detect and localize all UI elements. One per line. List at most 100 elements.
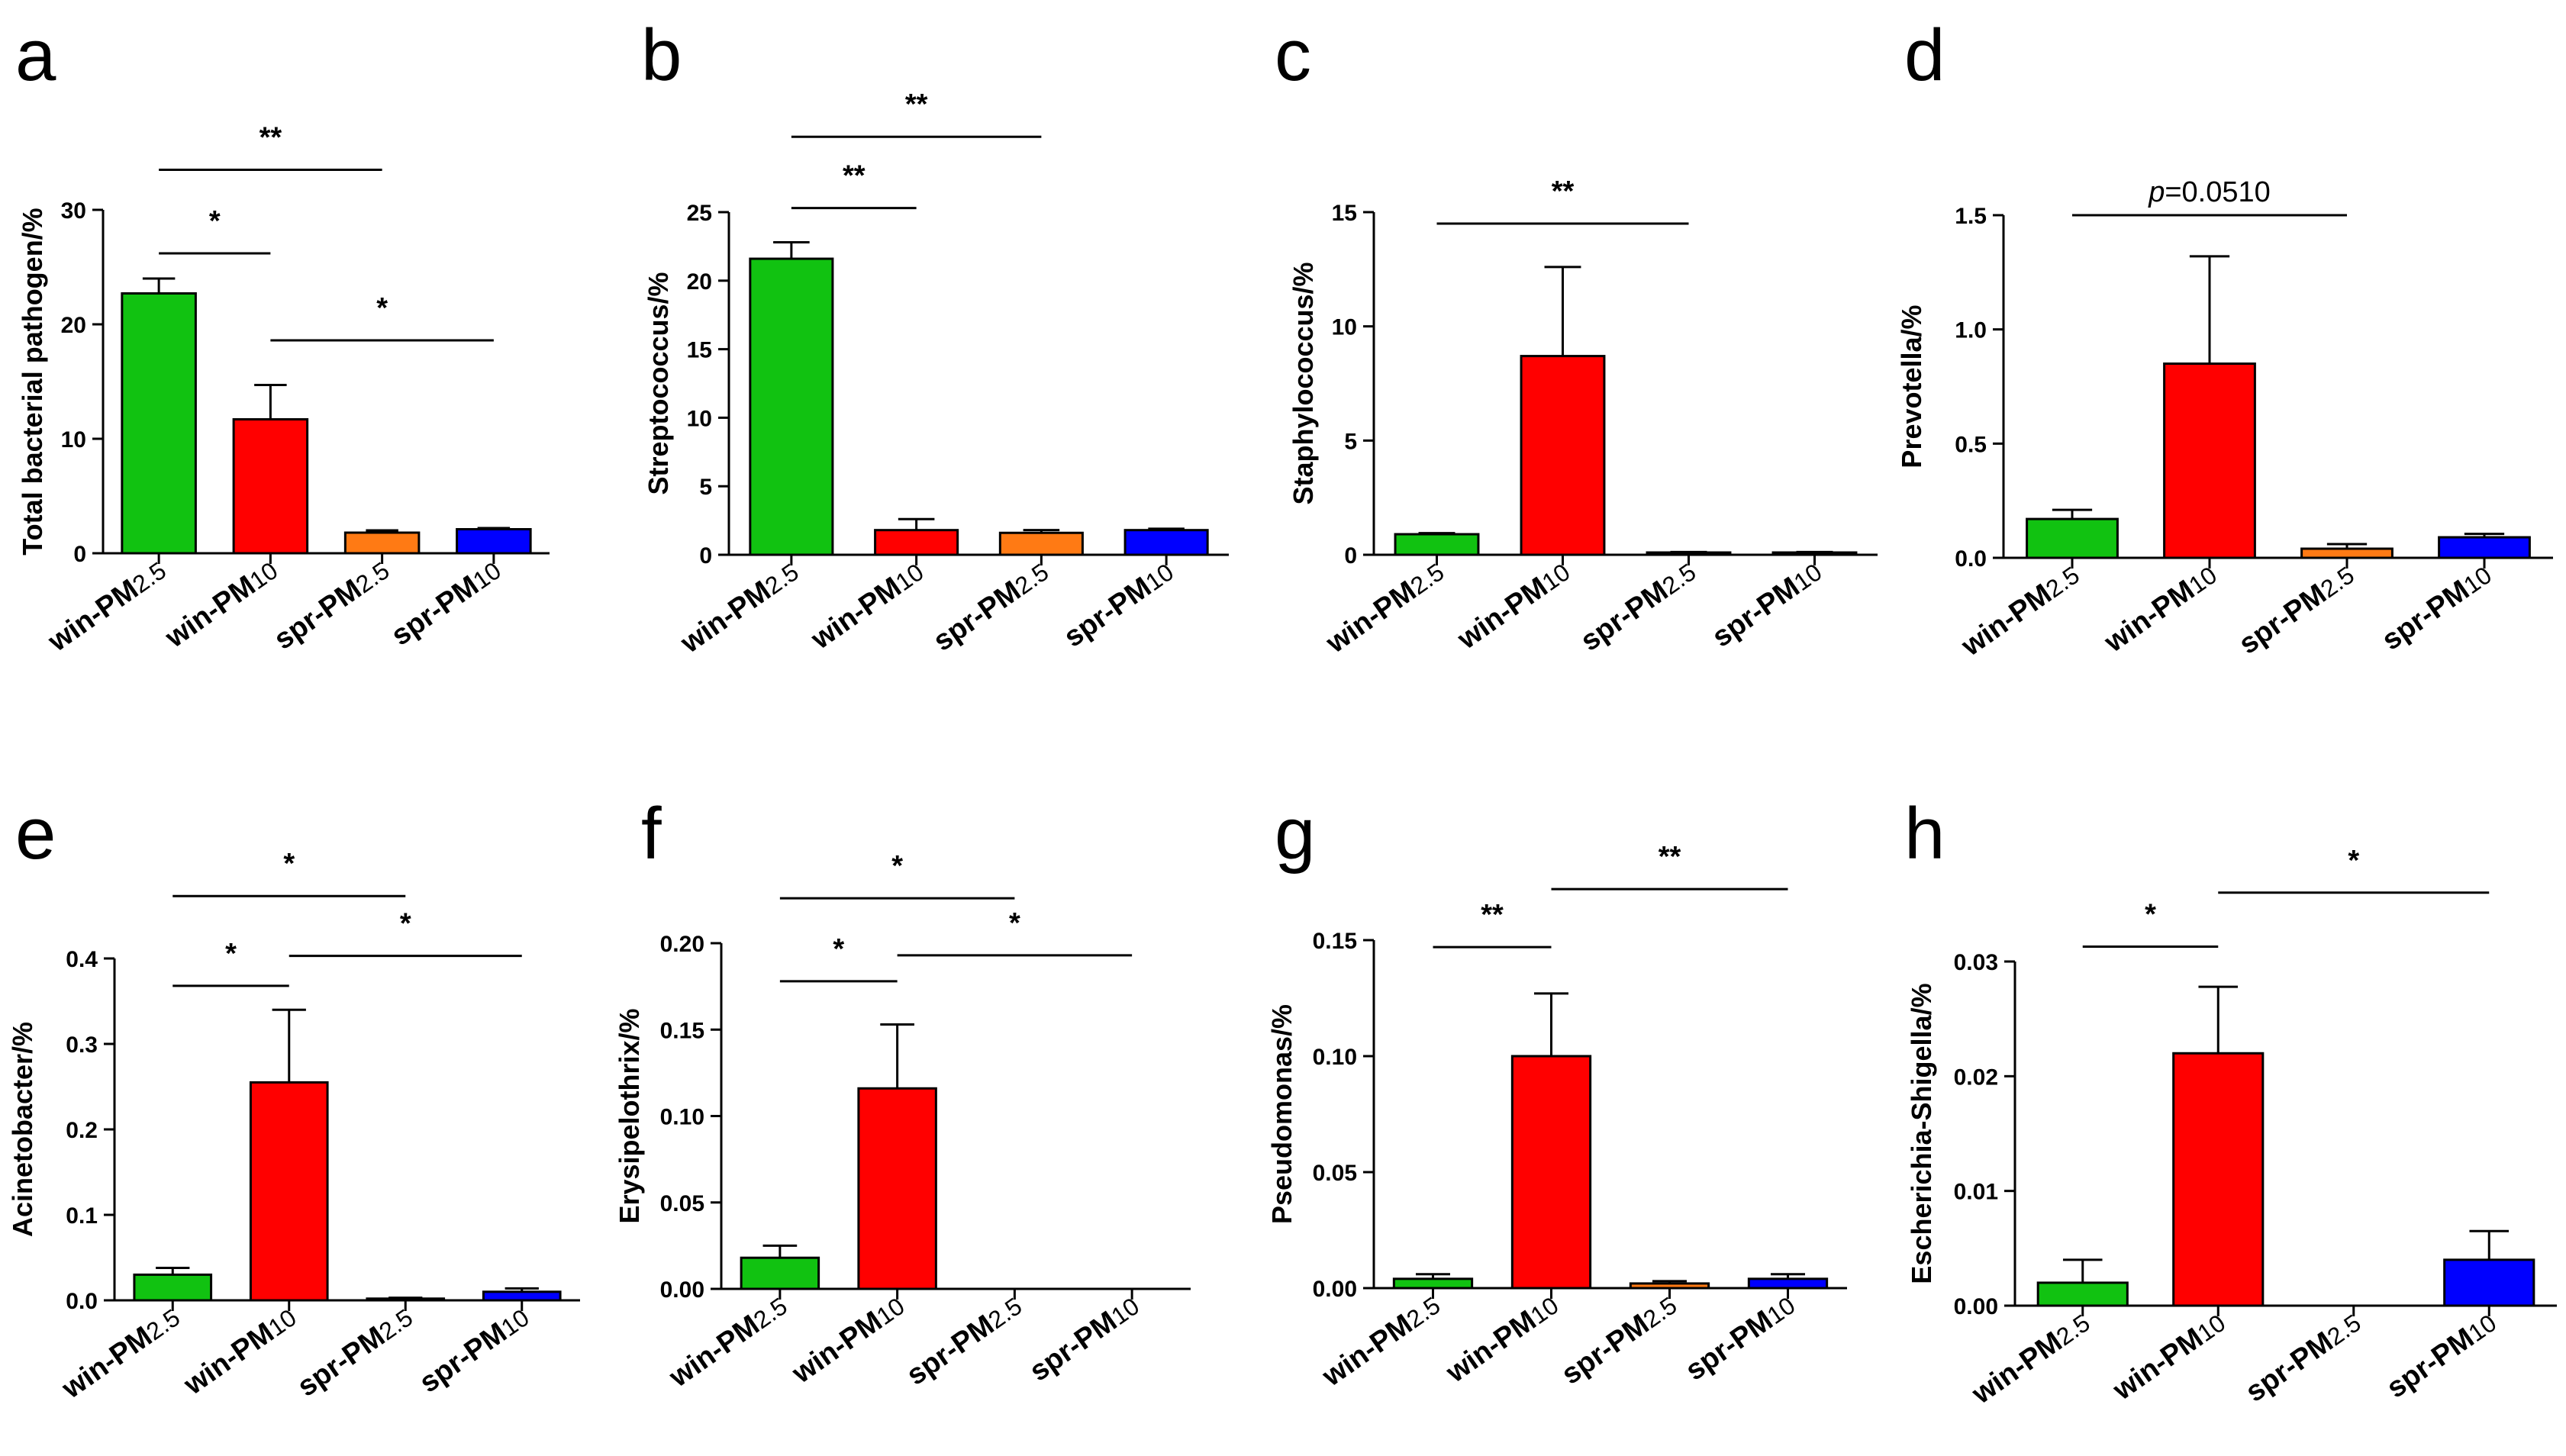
category-label: win-PM2.5 <box>1955 559 2085 663</box>
category-label: spr-PM2.5 <box>2240 1306 2367 1409</box>
y-tick-label: 15 <box>1332 201 1357 226</box>
bar-2 <box>1520 355 1606 556</box>
y-tick-label: 15 <box>687 338 712 363</box>
y-tick-label: 0.15 <box>1313 929 1357 954</box>
y-axis-title: Staphylococcus/% <box>1288 262 1319 504</box>
y-tick-label: 0.1 <box>66 1203 98 1229</box>
y-tick-label: 20 <box>687 269 712 295</box>
bar-4 <box>456 528 532 555</box>
category-prefix: spr-PM <box>1024 1305 1123 1387</box>
category-prefix: spr-PM <box>928 575 1027 657</box>
category-label: spr-PM2.5 <box>2233 559 2360 661</box>
category-label: win-PM10 <box>2107 1306 2231 1407</box>
panel-letter: a <box>15 14 56 96</box>
y-tick-label: 0.3 <box>66 1032 98 1058</box>
y-axis-title: Acinetobacter/% <box>7 1022 38 1237</box>
category-prefix: win-PM <box>663 1309 766 1393</box>
category-prefix: spr-PM <box>414 1316 513 1399</box>
panel-d: d 0.0 0.5 1.0 1.5 Prevotella/% win-PM2.5 win-PM… <box>1896 14 2553 663</box>
category-label: win-PM10 <box>1440 1289 1565 1390</box>
category-prefix: spr-PM <box>2233 578 2332 660</box>
y-tick-label: 0.10 <box>1313 1045 1357 1070</box>
p-value: =0.0510 <box>2165 176 2270 208</box>
y-tick-label: 0.05 <box>1313 1161 1357 1186</box>
category-prefix: win-PM <box>2107 1322 2209 1406</box>
category-label: spr-PM10 <box>1707 556 1828 654</box>
y-tick-label: 0.4 <box>66 947 98 972</box>
category-prefix: win-PM <box>1966 1326 2068 1410</box>
category-label: win-PM10 <box>786 1290 911 1390</box>
category-prefix: spr-PM <box>901 1309 1001 1391</box>
y-tick-label: 0.05 <box>660 1191 704 1216</box>
category-label: win-PM2.5 <box>42 554 172 659</box>
category-prefix: spr-PM <box>2381 1322 2481 1404</box>
category-prefix: spr-PM <box>2376 574 2475 656</box>
category-prefix: spr-PM <box>1556 1308 1655 1390</box>
y-tick-label: 10 <box>61 427 86 453</box>
bar-1 <box>740 1256 820 1290</box>
category-prefix: win-PM <box>1452 571 1554 656</box>
y-axis-title: Prevotella/% <box>1896 304 1927 468</box>
significance-label: ** <box>1481 899 1504 931</box>
panel-letter: e <box>15 793 56 875</box>
category-prefix: spr-PM <box>292 1320 391 1403</box>
category-label: spr-PM10 <box>385 554 507 652</box>
y-tick-label: 10 <box>1332 315 1357 340</box>
y-tick-label: 0.01 <box>1954 1180 1998 1205</box>
y-tick-label: 0.2 <box>66 1118 98 1143</box>
significance-label: ** <box>1552 176 1575 208</box>
y-tick-label: 0.00 <box>1313 1277 1357 1302</box>
y-tick-label: 25 <box>687 201 712 226</box>
panel-letter: b <box>641 14 682 96</box>
y-tick-label: 20 <box>61 313 86 338</box>
category-prefix: win-PM <box>1316 1308 1418 1393</box>
category-prefix: win-PM <box>42 573 144 658</box>
panel-c: c 0 5 10 15 Staphylococcus/% win-PM2.5 win-PM10… <box>1275 14 1878 660</box>
significance-label: * <box>400 908 411 940</box>
category-prefix: spr-PM <box>269 573 368 656</box>
bar-4 <box>1747 1277 1829 1290</box>
significance-label: * <box>2145 898 2156 930</box>
significance-label: * <box>2348 845 2359 877</box>
category-label: win-PM10 <box>2098 559 2223 659</box>
y-tick-label: 0.00 <box>660 1277 704 1303</box>
y-tick-label: 10 <box>687 406 712 431</box>
category-prefix: win-PM <box>786 1305 888 1390</box>
bar-4 <box>482 1290 562 1302</box>
category-label: win-PM10 <box>805 556 930 656</box>
significance-label: p=0.0510 <box>2148 176 2271 208</box>
significance-label: * <box>376 292 388 324</box>
category-prefix: win-PM <box>56 1320 158 1405</box>
y-axis-title: Streptococcus/% <box>643 272 674 494</box>
y-tick-label: 0.15 <box>660 1018 704 1043</box>
category-label: spr-PM10 <box>414 1301 535 1400</box>
p-symbol: p <box>2148 176 2165 208</box>
bar-3 <box>343 531 421 555</box>
y-tick-label: 0.20 <box>660 932 704 957</box>
category-label: spr-PM2.5 <box>1575 556 1702 658</box>
category-prefix: spr-PM <box>1680 1304 1779 1387</box>
y-tick-label: 1.0 <box>1955 318 1987 343</box>
y-tick-label: 5 <box>699 475 712 500</box>
y-tick-label: 5 <box>1344 429 1357 454</box>
bar-1 <box>749 257 834 556</box>
y-tick-label: 0.10 <box>660 1105 704 1130</box>
panel-h: h 0.00 0.01 0.02 0.03 Escherichia-Shigella/% w… <box>1904 793 2557 1411</box>
y-axis-title: Erysipelothrix/% <box>614 1008 645 1223</box>
bar-2 <box>857 1087 937 1290</box>
y-tick-label: 0.00 <box>1954 1294 1998 1319</box>
significance-label: ** <box>260 122 282 154</box>
category-label: spr-PM10 <box>2376 559 2497 657</box>
bar-3 <box>998 531 1084 556</box>
category-prefix: spr-PM <box>385 569 485 652</box>
bar-4 <box>2443 1258 2535 1307</box>
y-tick-label: 30 <box>61 198 86 224</box>
bar-2 <box>1510 1055 1592 1290</box>
category-prefix: win-PM <box>1320 575 1422 659</box>
category-prefix: spr-PM <box>1575 575 1675 657</box>
y-tick-label: 0.0 <box>1955 546 1987 572</box>
panel-letter: d <box>1904 14 1945 96</box>
significance-label: ** <box>843 160 866 192</box>
significance-label: * <box>1009 907 1020 939</box>
